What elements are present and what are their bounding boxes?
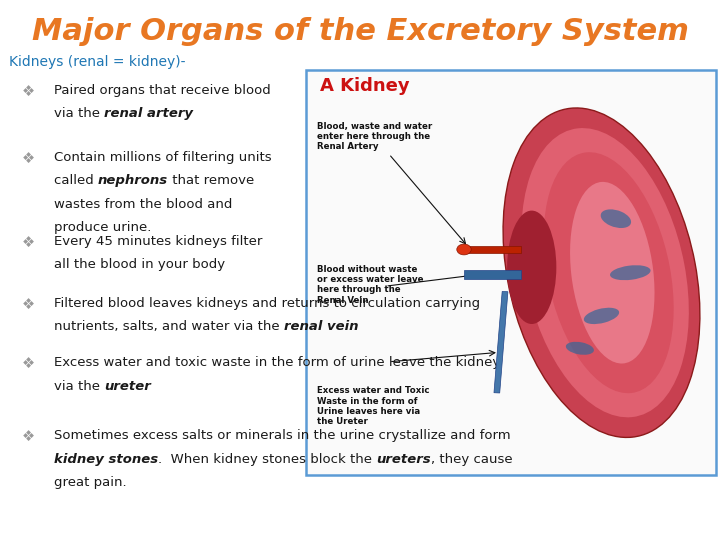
Text: great pain.: great pain. xyxy=(54,476,127,489)
Text: renal vein: renal vein xyxy=(284,320,359,333)
Ellipse shape xyxy=(507,211,557,324)
Ellipse shape xyxy=(566,342,594,355)
Text: Kidneys (renal = kidney)-: Kidneys (renal = kidney)- xyxy=(9,55,185,69)
Text: that remove: that remove xyxy=(168,174,254,187)
Text: ureters: ureters xyxy=(377,453,431,465)
Text: nutrients, salts, and water via the: nutrients, salts, and water via the xyxy=(54,320,284,333)
Ellipse shape xyxy=(503,108,700,437)
Ellipse shape xyxy=(521,128,689,417)
Text: ❖: ❖ xyxy=(22,297,35,312)
Text: called: called xyxy=(54,174,98,187)
Ellipse shape xyxy=(570,182,654,363)
Ellipse shape xyxy=(544,152,674,393)
FancyArrow shape xyxy=(494,292,508,393)
Text: renal artery: renal artery xyxy=(104,107,193,120)
FancyArrow shape xyxy=(464,270,521,279)
Ellipse shape xyxy=(610,265,651,280)
Text: ureter: ureter xyxy=(104,380,151,393)
Text: via the: via the xyxy=(54,107,104,120)
Text: ❖: ❖ xyxy=(22,151,35,166)
Text: ❖: ❖ xyxy=(22,84,35,99)
Text: Paired organs that receive blood: Paired organs that receive blood xyxy=(54,84,271,97)
Text: ❖: ❖ xyxy=(22,235,35,250)
Text: Excess water and toxic waste in the form of urine leave the kidney: Excess water and toxic waste in the form… xyxy=(54,356,500,369)
Text: .  When kidney stones block the: . When kidney stones block the xyxy=(158,453,377,465)
Ellipse shape xyxy=(600,210,631,228)
Text: wastes from the blood and: wastes from the blood and xyxy=(54,198,233,211)
Text: via the: via the xyxy=(54,380,104,393)
Text: Excess water and Toxic
Waste in the form of
Urine leaves here via
the Ureter: Excess water and Toxic Waste in the form… xyxy=(317,386,429,426)
Text: Contain millions of filtering units: Contain millions of filtering units xyxy=(54,151,271,164)
Text: all the blood in your body: all the blood in your body xyxy=(54,258,225,271)
Bar xyxy=(306,70,716,475)
Text: A Kidney: A Kidney xyxy=(320,77,410,94)
Circle shape xyxy=(456,244,471,255)
FancyArrow shape xyxy=(464,246,521,253)
Text: kidney stones: kidney stones xyxy=(54,453,158,465)
Text: ❖: ❖ xyxy=(22,429,35,444)
Text: Filtered blood leaves kidneys and returns to circulation carrying: Filtered blood leaves kidneys and return… xyxy=(54,297,480,310)
Text: Blood, waste and water
enter here through the
Renal Artery: Blood, waste and water enter here throug… xyxy=(317,122,432,151)
Text: Every 45 minutes kidneys filter: Every 45 minutes kidneys filter xyxy=(54,235,262,248)
Text: produce urine.: produce urine. xyxy=(54,221,151,234)
Text: Major Organs of the Excretory System: Major Organs of the Excretory System xyxy=(32,17,688,46)
Ellipse shape xyxy=(584,308,619,324)
Text: Sometimes excess salts or minerals in the urine crystallize and form: Sometimes excess salts or minerals in th… xyxy=(54,429,510,442)
Text: ❖: ❖ xyxy=(22,356,35,372)
Text: nephrons: nephrons xyxy=(98,174,168,187)
Text: Blood without waste
or excess water leave
here through the
Renal Vein: Blood without waste or excess water leav… xyxy=(317,265,423,305)
Text: , they cause: , they cause xyxy=(431,453,513,465)
